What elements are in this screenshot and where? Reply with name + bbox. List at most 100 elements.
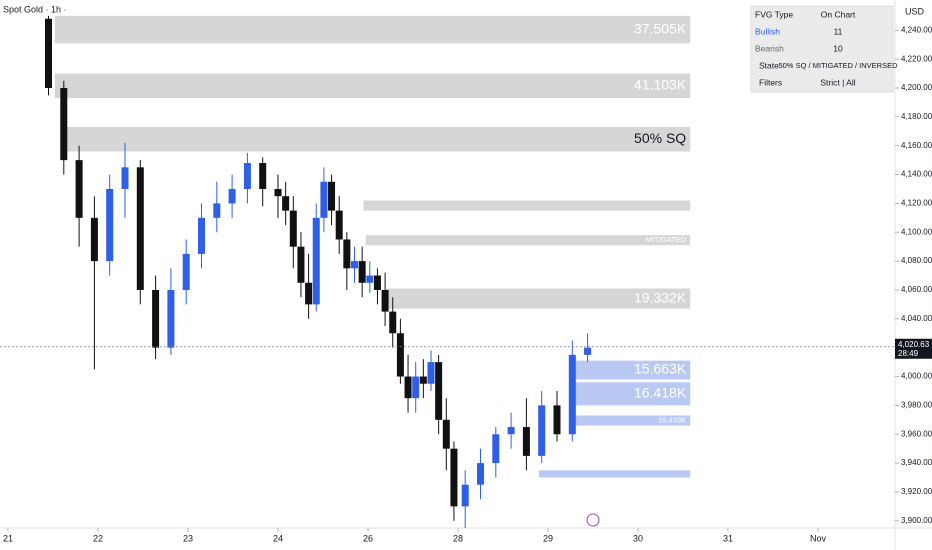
y-tick-label: 3,960.00 (901, 429, 932, 438)
x-tick-label: Nov (810, 533, 827, 543)
fvg-zone (365, 235, 691, 246)
candle-body (90, 217, 98, 262)
candle-body (584, 347, 592, 355)
candle-body (522, 427, 530, 456)
x-tick-label: 24 (273, 533, 283, 543)
candle-body (351, 261, 358, 269)
candle-body (136, 167, 144, 290)
chart-title: Spot Gold · 1h · (3, 4, 67, 14)
candle-body (274, 188, 282, 197)
candle-body (320, 181, 328, 218)
candle-body (198, 217, 205, 254)
candle-body (121, 167, 129, 189)
candle-body (297, 246, 305, 283)
candle-body (259, 163, 267, 189)
candle-body (404, 376, 412, 399)
candle-body (289, 210, 297, 247)
currency: USD (905, 6, 925, 16)
y-tick-label: 4,140.00 (901, 170, 932, 179)
candle-body (389, 311, 397, 334)
candle-body (328, 181, 336, 211)
candle-body (492, 434, 500, 464)
candle-body (553, 405, 561, 435)
candle-body (442, 419, 450, 449)
plot-area: 37.505K 41.103K 50% SQ MITIGATED 19.332K 15.6… (0, 15, 895, 528)
fvg-zone (575, 382, 691, 406)
y-tick-label: 4,220.00 (901, 54, 932, 63)
y-tick-label: 4,040.00 (901, 314, 932, 323)
fvg-label: 50% SQ (634, 130, 686, 146)
candle-body (412, 376, 420, 399)
table-cell: Strict | All (820, 77, 855, 87)
fvg-label: 41.103K (634, 77, 687, 93)
candle-body (45, 18, 52, 89)
fvg-zone (62, 126, 691, 152)
fvg-label: 15.663K (634, 361, 687, 377)
countdown: 28:49 (898, 349, 919, 358)
y-tick-label: 4,160.00 (901, 141, 932, 150)
y-tick-label: 3,920.00 (901, 487, 932, 496)
table-cell: 11 (834, 26, 843, 36)
y-tick-label: 4,100.00 (901, 227, 932, 236)
x-tick-label: 30 (633, 533, 643, 543)
candle-body (106, 188, 114, 262)
candle-body (538, 405, 546, 456)
table-cell: 10 (833, 43, 843, 53)
candle-body (167, 289, 175, 348)
candle-body (60, 88, 68, 161)
y-tick-label: 3,900.00 (901, 516, 932, 525)
candle-body (396, 333, 404, 377)
candle-body (213, 203, 221, 218)
last-price-box (895, 338, 932, 359)
fvg-table: FVG Type On Chart Bullish 11 Bearish 10 State 5… (750, 5, 898, 93)
candle-body (427, 362, 435, 384)
fvg-zone (363, 200, 691, 211)
x-tick-label: 29 (543, 533, 553, 543)
table-cell: On Chart (821, 9, 856, 19)
fvg-zone (54, 73, 691, 99)
y-tick-label: 4,060.00 (901, 285, 932, 294)
x-tick-label: 26 (363, 533, 373, 543)
fvg-label: 15.433K (658, 416, 686, 425)
table-cell: State (759, 60, 779, 70)
candle-body (305, 282, 313, 305)
x-tick-label: 28 (453, 533, 463, 543)
last-price-label: 4,020.63 (898, 340, 930, 349)
candle-body (450, 448, 458, 507)
candle-body (228, 188, 236, 204)
table-background (750, 5, 894, 93)
fvg-label: 16.418K (634, 385, 687, 401)
fvg-label: 37.505K (634, 20, 687, 36)
y-tick-label: 3,980.00 (901, 400, 932, 409)
table-cell: 50% SQ / MITIGATED / INVERSED (778, 61, 898, 70)
candle-body (507, 427, 515, 435)
candle-body (435, 362, 443, 420)
candle-body (282, 196, 290, 211)
table-cell: Bullish (755, 26, 780, 36)
event-icon[interactable] (586, 513, 600, 527)
x-tick-label: 22 (93, 533, 103, 543)
candle-body (358, 261, 366, 283)
candle-body (461, 484, 469, 507)
candle-body (568, 354, 576, 435)
candle-body (419, 376, 427, 384)
fvg-zone (54, 15, 691, 44)
y-tick-label: 3,940.00 (901, 458, 932, 467)
candle-body (75, 160, 83, 218)
candle-body (335, 210, 343, 240)
candle-body (366, 275, 374, 283)
fvg-label: MITIGATED (646, 235, 687, 244)
y-tick-label: 4,180.00 (901, 112, 932, 121)
x-tick-label: 23 (183, 533, 193, 543)
candle-body (312, 217, 320, 305)
fvg-zone (386, 288, 691, 309)
candle-body (182, 253, 190, 290)
candle-body (373, 275, 381, 290)
y-tick-label: 4,240.00 (901, 25, 932, 34)
candle-body (152, 289, 160, 348)
y-tick-label: 4,120.00 (901, 199, 932, 208)
fvg-label: 19.332K (634, 289, 687, 305)
y-tick-label: 4,080.00 (901, 256, 932, 265)
table-cell: Filters (759, 77, 782, 87)
